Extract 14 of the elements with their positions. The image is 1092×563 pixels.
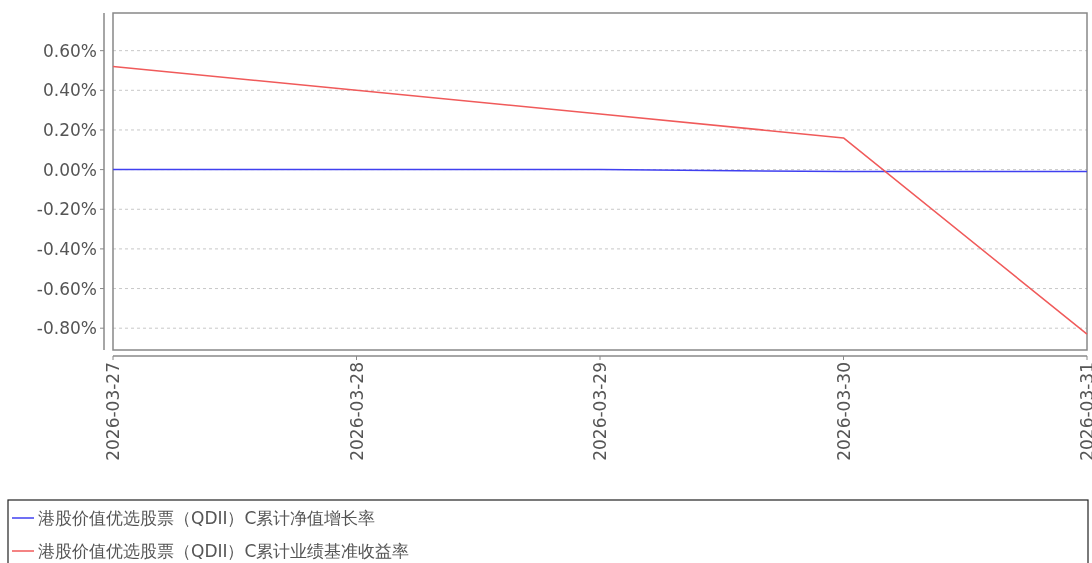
y-tick-label: -0.60%: [36, 278, 97, 299]
x-tick-label: 2026-03-30: [833, 362, 854, 461]
y-tick-label: -0.80%: [36, 318, 97, 339]
y-tick-label: 0.40%: [42, 80, 97, 101]
legend-label: 港股价值优选股票（QDII）C累计业绩基准收益率: [38, 541, 410, 561]
y-tick-label: 0.20%: [42, 119, 97, 140]
x-tick-label: 2026-03-27: [103, 362, 123, 461]
y-tick-label: -0.40%: [36, 238, 97, 259]
y-tick-label: 0.00%: [42, 159, 97, 180]
legend-label: 港股价值优选股票（QDII）C累计净值增长率: [38, 508, 376, 528]
x-tick-label: 2026-03-28: [346, 362, 367, 461]
x-tick-label: 2026-03-29: [590, 362, 610, 461]
y-tick-label: 0.60%: [42, 40, 97, 61]
y-tick-label: -0.20%: [36, 199, 97, 220]
